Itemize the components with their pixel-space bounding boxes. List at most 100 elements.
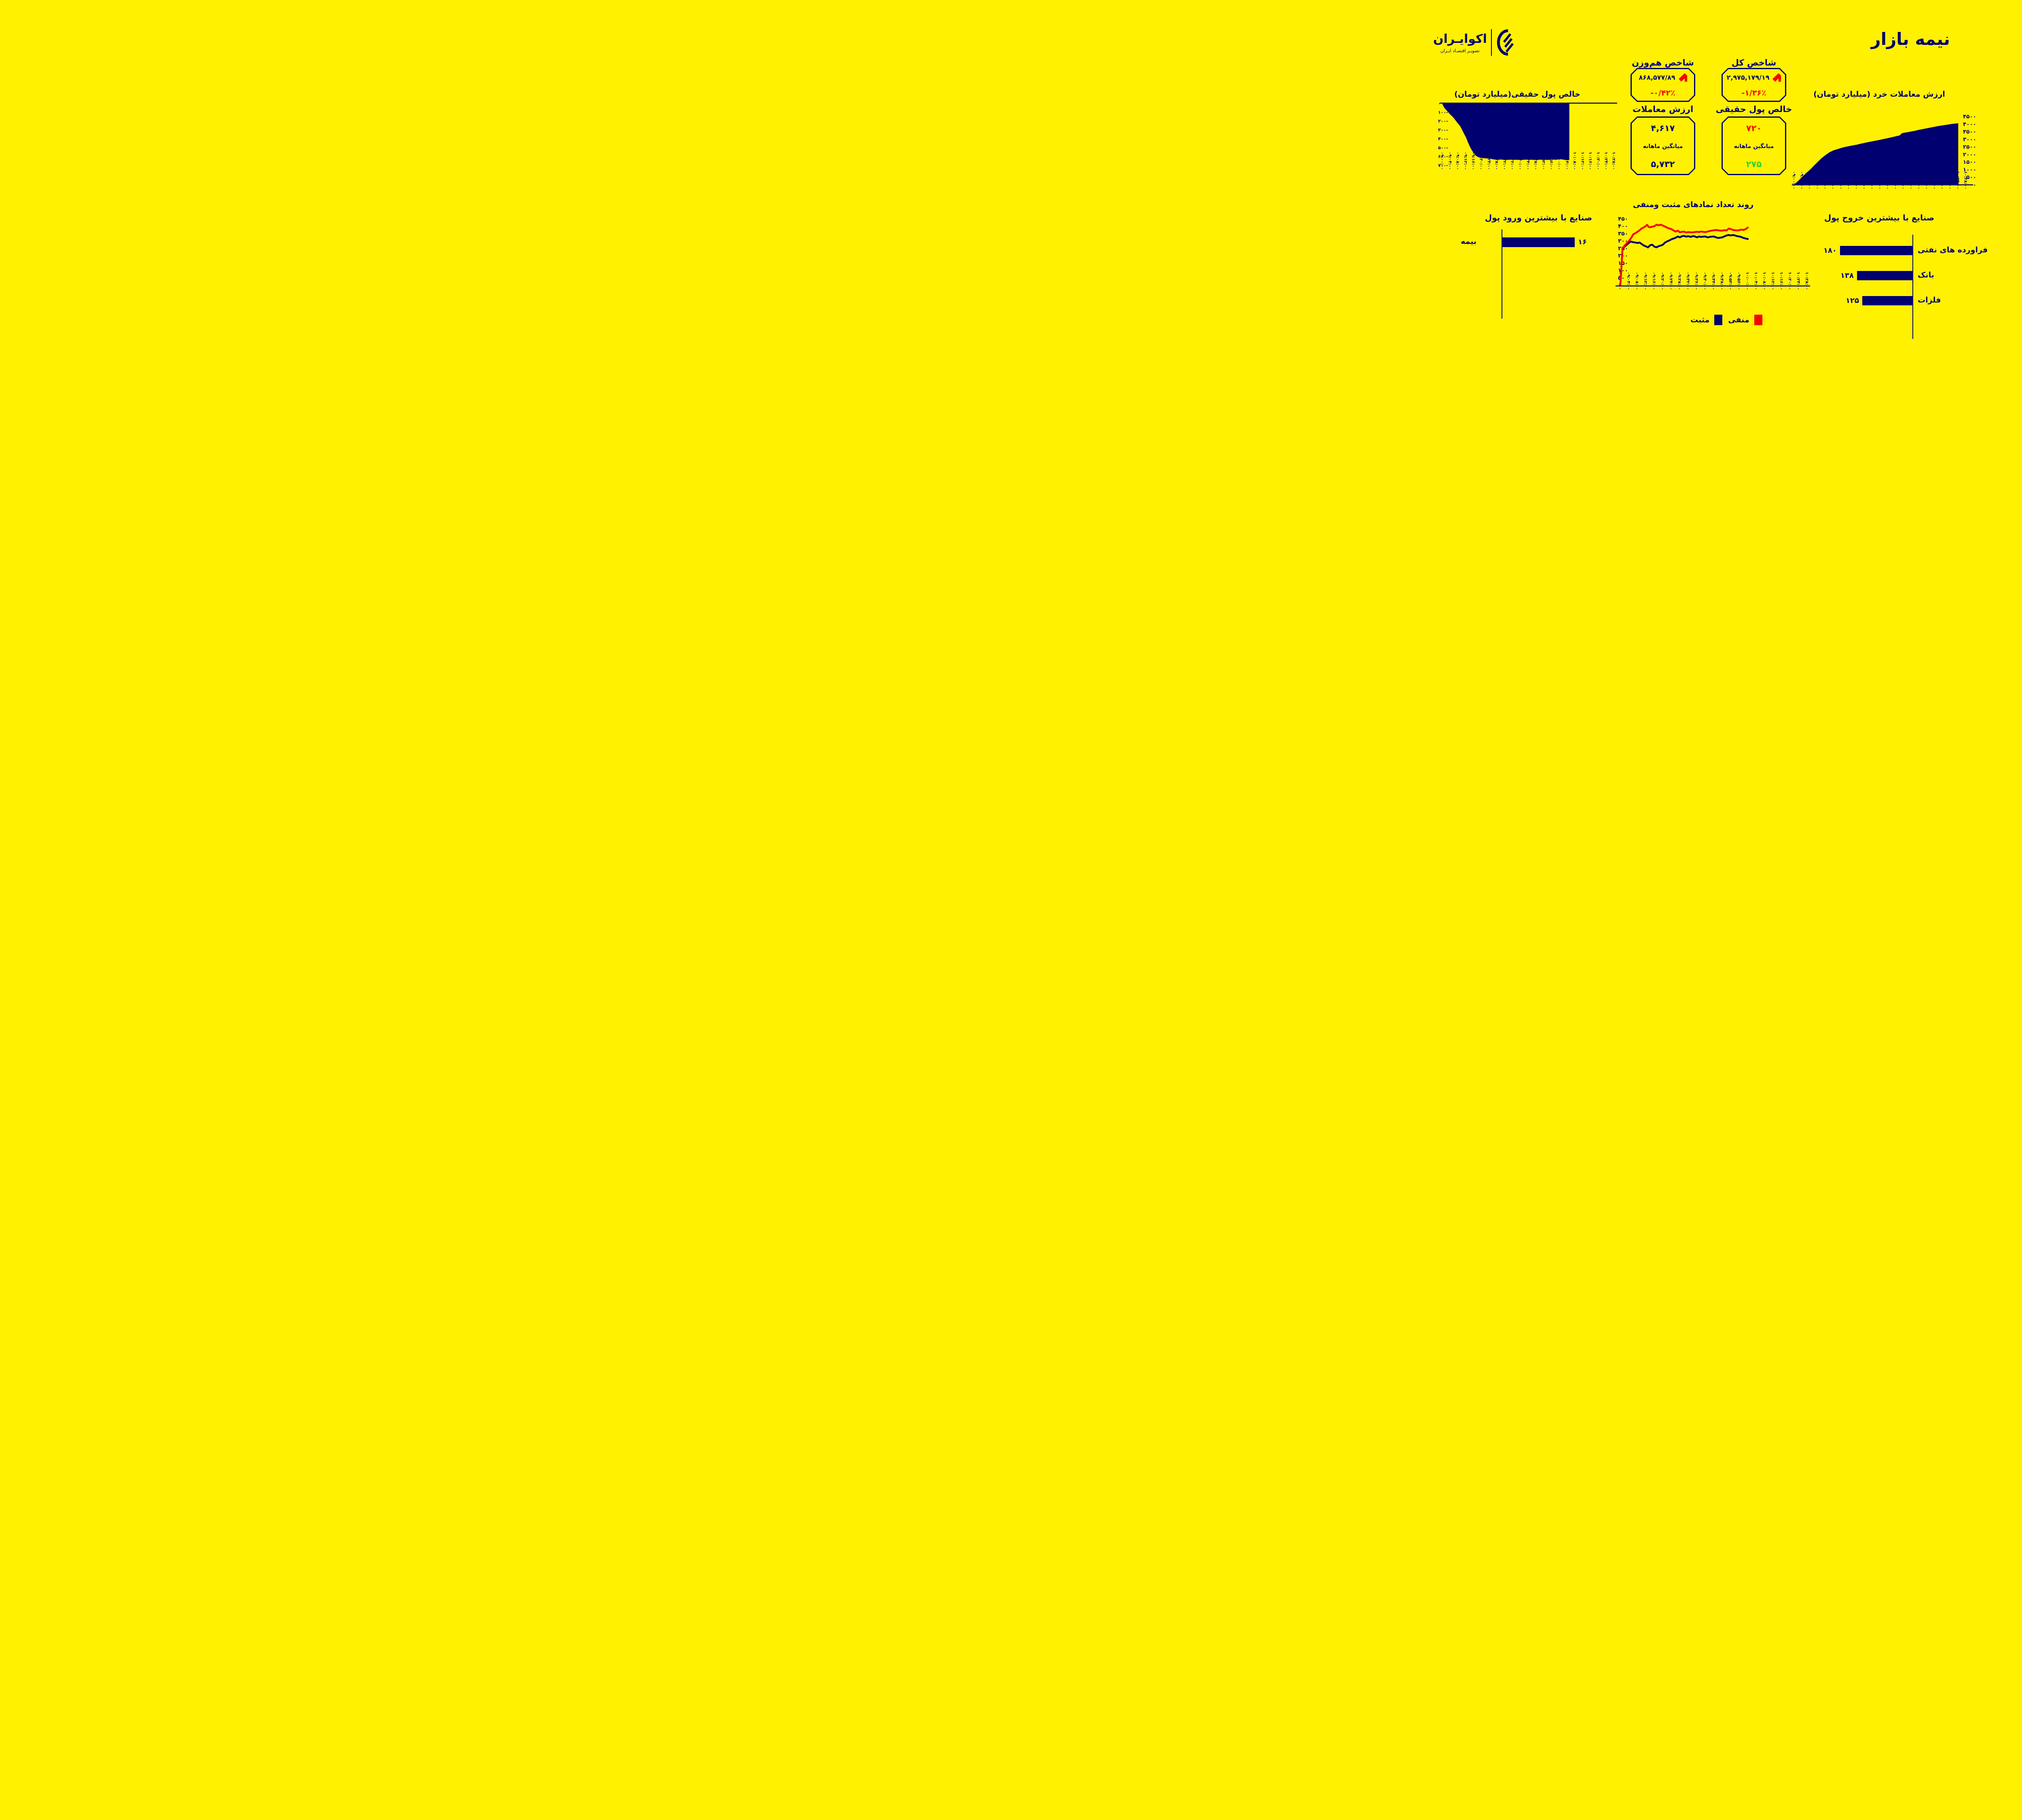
x-tick-label: ۰۹:۱۶:۰۰ (1652, 272, 1656, 290)
x-tick-label: ۰۹:۲۴:۰۰ (1669, 272, 1673, 290)
x-tick-label: ۱۰:۰۸:۰۰ (1572, 152, 1577, 170)
y-tick-label: ۱۵۰ (1618, 260, 1628, 267)
page-title: نیمه بازار (1871, 29, 1950, 49)
equal-weight-index-box: ۸۶۸,۵۷۷/۸۹ -۰/۴۲٪ (1631, 68, 1695, 102)
net-real-money-box: ۷۲۰ میانگین ماهانه ۲۷۵ (1722, 116, 1786, 175)
x-tick-label: ۱۰:۰۰:۰۰ (1745, 272, 1749, 290)
x-tick-label: ۰۹:۵۶:۰۰ (1549, 152, 1553, 170)
y-tick-label: ۴۰۰ (1618, 223, 1628, 230)
symbols-trend-legend: مثبت منفی (1690, 315, 1762, 325)
trade-value-value: ۴,۶۱۷ (1651, 123, 1675, 133)
y-tick-label: -۶۰۰ (1438, 154, 1448, 159)
x-tick-label: ۱۰:۰۰:۰۰ (1557, 152, 1561, 170)
y-tick-label: ۳۵۰ (1618, 231, 1628, 237)
x-tick-label: ۰۹:۳۲:۰۰ (1502, 152, 1506, 170)
y-tick-label: ۵۰۰ (1966, 174, 1976, 181)
y-tick-label: ۰ (1973, 182, 1976, 188)
x-tick-label: ۰۹:۱۶:۰۰ (1471, 152, 1475, 170)
y-tick-label: -۵۰۰ (1438, 145, 1448, 150)
y-tick-label: ۱۰۰۰ (1963, 167, 1976, 173)
trade-value-avg-label: میانگین ماهانه (1643, 143, 1683, 150)
x-tick-label: ۰۹:۰۸:۰۰ (1455, 152, 1460, 170)
brand-mark-icon (1497, 29, 1514, 56)
total-index-value-row: ۲,۹۷۵,۱۷۹/۱۹ (1727, 73, 1781, 82)
outflow-bar-category: فراورده های نفتی (1918, 245, 1988, 254)
x-tick-label: ۰۹:۰۸:۰۰ (1635, 272, 1639, 290)
x-tick-label: ۱۰:۱۲:۰۰ (1770, 272, 1775, 290)
y-tick-label: -۲۰۰ (1438, 119, 1448, 124)
legend-label-negative: منفی (1728, 315, 1749, 324)
outflow-bar (1857, 271, 1912, 280)
total-index-change: -۱/۳۶٪ (1741, 89, 1766, 97)
brand-text-block: اکوایـران تصویـر اقتصـاد ایـران (1433, 32, 1487, 53)
x-tick-label: ۱۰:۰۴:۰۰ (1565, 152, 1569, 170)
x-tick-label: ۰۹:۴۰:۰۰ (1703, 272, 1707, 290)
brand-tagline: تصویـر اقتصـاد ایـران (1440, 48, 1480, 53)
outflow-bar-value: ۱۳۸ (1840, 271, 1854, 280)
x-tick-label: ۰۹:۴۰:۰۰ (1518, 152, 1522, 170)
equal-weight-index-value-row: ۸۶۸,۵۷۷/۸۹ (1639, 73, 1687, 82)
money-inflow-chart-title: صنایع با بیشترین ورود پول (1485, 213, 1593, 222)
total-index-box: ۲,۹۷۵,۱۷۹/۱۹ -۱/۳۶٪ (1722, 68, 1786, 102)
legend-item-positive: مثبت (1690, 315, 1723, 325)
y-tick-label: ۰ (1618, 282, 1621, 289)
negative-color-chip (1754, 315, 1762, 325)
x-tick-label: ۰۹:۵۲:۰۰ (1728, 272, 1732, 290)
inflow-bar-value: ۱۶ (1578, 238, 1587, 246)
x-tick-label: ۰۹:۴۴:۰۰ (1525, 152, 1530, 170)
y-tick-label: -۱۰۰ (1438, 110, 1448, 115)
x-tick-label: ۱۰:۰۸:۰۰ (1762, 272, 1766, 290)
x-tick-label: ۰۹:۲۴:۰۰ (1487, 152, 1491, 170)
x-tick-label: ۰۹:۵۶:۰۰ (1736, 272, 1741, 290)
x-tick-label: ۰۹:۰۴:۰۰ (1626, 272, 1631, 290)
x-tick-label: ۰۹:۲۰:۰۰ (1479, 152, 1483, 170)
y-tick-label: ۲۵۰۰ (1963, 144, 1976, 150)
net-money-chart-title: خالص پول حقیقی(میلیارد تومان) (1454, 90, 1580, 99)
net-real-money-avg-value: ۲۷۵ (1746, 159, 1762, 169)
retail-trade-area (1794, 123, 1959, 185)
outflow-bar (1840, 246, 1912, 255)
x-tick-label: ۱۰:۱۲:۰۰ (1580, 152, 1584, 170)
y-tick-label: ۴۵۰۰ (1963, 114, 1976, 120)
x-tick-label: ۱۰:۰۴:۰۰ (1753, 272, 1758, 290)
brand-logo: اکوایـران تصویـر اقتصـاد ایـران (1433, 28, 1514, 57)
y-tick-label: ۴۰۰۰ (1963, 121, 1976, 127)
x-tick-label: ۰۹:۴۴:۰۰ (1711, 272, 1715, 290)
x-tick-label: ۰۹:۲۸:۰۰ (1677, 272, 1681, 290)
inflow-bar (1502, 237, 1575, 247)
x-tick-label: ۱۰:۲۰:۰۰ (1787, 272, 1792, 290)
y-tick-label: ۲۰۰۰ (1963, 151, 1976, 158)
legend-label-positive: مثبت (1690, 315, 1710, 324)
x-tick-label: ۰۹:۴۸:۰۰ (1533, 152, 1538, 170)
outflow-bar-category: فلزات (1918, 296, 1941, 305)
trade-value-title: ارزش معاملات (1632, 104, 1694, 114)
x-tick-label: ۰۹:۰۴:۰۰ (1447, 152, 1452, 170)
x-tick-label: ۱۰:۲۴:۰۰ (1603, 152, 1608, 170)
y-tick-label: ۳۰۰۰ (1963, 136, 1976, 143)
infographic-canvas: نیمه بازار اکوایـران تصویـر اقتصـاد ایـر… (1388, 0, 2022, 357)
money-outflow-chart-title: صنایع با بیشترین خروج پول (1824, 213, 1935, 222)
equal-weight-index-title: شاخص هم‌وزن (1632, 58, 1694, 68)
y-tick-label: ۴۵۰ (1618, 216, 1628, 222)
logo-divider (1491, 29, 1492, 56)
x-tick-label: ۰۹:۱۲:۰۰ (1463, 152, 1468, 170)
legend-item-negative: منفی (1728, 315, 1762, 325)
outflow-bar-value: ۱۲۵ (1846, 296, 1859, 305)
y-tick-label: -۳۰۰ (1438, 127, 1448, 133)
trade-value-avg-value: ۵,۷۳۲ (1651, 159, 1675, 169)
outflow-axis-line (1912, 235, 1913, 339)
x-tick-label: ۱۰:۱۶:۰۰ (1779, 272, 1783, 290)
x-tick-label: ۰۹:۳۶:۰۰ (1510, 152, 1514, 170)
inflow-bar-category: بیمه (1461, 237, 1477, 246)
x-tick-label: ۰۹:۴۸:۰۰ (1720, 272, 1724, 290)
x-tick-label: ۰۹:۳۲:۰۰ (1686, 272, 1690, 290)
outflow-bar-value: ۱۸۰ (1823, 246, 1837, 255)
x-tick-label: ۰۹:۳۶:۰۰ (1694, 272, 1698, 290)
x-tick-label: ۰۹:۵۲:۰۰ (1541, 152, 1546, 170)
x-tick-label: ۰۹:۰۰:۰۰ (1791, 171, 1796, 189)
y-tick-label: ۳۵۰۰ (1963, 129, 1976, 135)
net-money-area (1442, 103, 1569, 161)
x-tick-label: ۱۰:۲۸:۰۰ (1963, 171, 1968, 189)
down-arrow-icon (1772, 73, 1781, 82)
